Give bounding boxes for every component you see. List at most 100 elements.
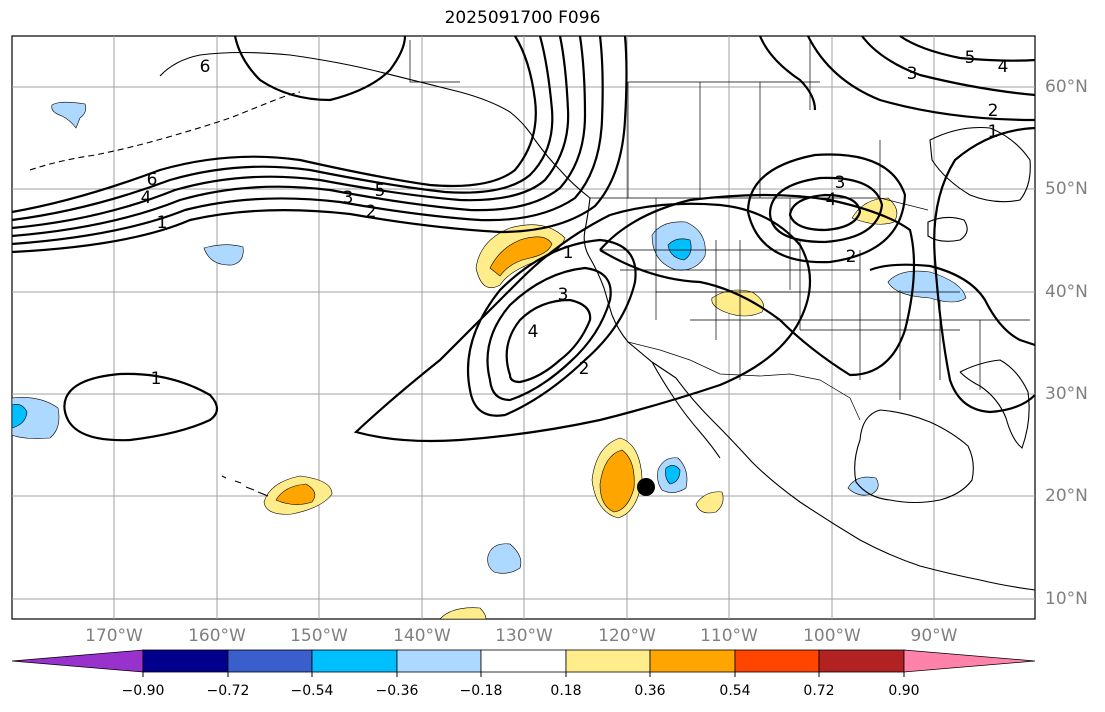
contour-label: 1 bbox=[157, 213, 168, 233]
aleutian-islands bbox=[29, 91, 301, 171]
colorbar-extend-high bbox=[903, 649, 1036, 673]
colorbar-tick-label: 0.18 bbox=[550, 683, 582, 699]
lon-label-110w: 110°W bbox=[700, 626, 758, 646]
contour-line bbox=[353, 202, 812, 443]
contour-line bbox=[11, 35, 554, 222]
contour-line bbox=[11, 35, 628, 254]
contour-label: 1 bbox=[563, 243, 574, 263]
contour-label: 4 bbox=[528, 322, 539, 342]
colorbar-swatch bbox=[565, 649, 651, 673]
colorbar-swatch bbox=[480, 649, 567, 673]
contour-label: 1 bbox=[151, 369, 162, 389]
contour-label: 6 bbox=[147, 170, 158, 190]
contour-label: 5 bbox=[965, 48, 976, 68]
colorbar-swatch bbox=[142, 649, 229, 673]
anomaly-positive-area bbox=[489, 236, 553, 277]
contour-line bbox=[466, 238, 637, 417]
contour-line bbox=[11, 35, 604, 246]
contour-label: 5 bbox=[375, 181, 386, 201]
lon-label-150w: 150°W bbox=[290, 626, 348, 646]
colorbar-swatch bbox=[311, 649, 398, 673]
lon-label-140w: 140°W bbox=[393, 626, 451, 646]
anomaly-negative-area bbox=[487, 543, 522, 574]
lon-label-130w: 130°W bbox=[495, 626, 553, 646]
alaska-canada-border bbox=[409, 40, 460, 83]
contour-line bbox=[63, 372, 219, 442]
lon-label-160w: 160°W bbox=[188, 626, 246, 646]
graticule bbox=[12, 36, 1035, 619]
contour-line bbox=[758, 35, 817, 111]
gulf-of-mexico-coast bbox=[854, 409, 974, 504]
colorbar-tick-label: −0.18 bbox=[459, 683, 503, 699]
anomaly-positive-area bbox=[711, 289, 764, 317]
colorbar-tick-label: 0.36 bbox=[634, 683, 666, 699]
alaska-coast bbox=[159, 51, 591, 199]
shaded-anomalies bbox=[11, 101, 967, 620]
lat-label-40n: 40°N bbox=[1045, 282, 1088, 302]
contour-line bbox=[933, 126, 1036, 414]
us-mexico-border bbox=[627, 341, 861, 421]
anomaly-positive-area bbox=[275, 483, 316, 505]
contour-line bbox=[746, 153, 907, 264]
political-borders bbox=[409, 40, 1030, 421]
contour-line bbox=[505, 298, 592, 384]
contour-line bbox=[11, 35, 537, 214]
colorbar-tick-label: 0.72 bbox=[803, 683, 835, 699]
contour-label: 2 bbox=[846, 247, 857, 267]
contour-label: 4 bbox=[998, 57, 1009, 77]
contour-label: 2 bbox=[366, 202, 377, 222]
contour-label: 3 bbox=[907, 64, 918, 84]
contour-line bbox=[869, 263, 1036, 347]
lon-label-90w: 90°W bbox=[910, 626, 958, 646]
contour-label: 3 bbox=[558, 285, 569, 305]
contour-label: 2 bbox=[988, 101, 999, 121]
anomaly-positive-area bbox=[695, 491, 724, 514]
lon-label-120w: 120°W bbox=[598, 626, 656, 646]
hawaii bbox=[221, 475, 269, 497]
contour-line bbox=[486, 266, 612, 402]
colorbar-swatch bbox=[818, 649, 905, 673]
colorbar-swatch bbox=[734, 649, 820, 673]
map-title: 2025091700 F096 bbox=[444, 8, 601, 28]
anomaly-negative-area bbox=[203, 244, 244, 266]
lat-label-20n: 20°N bbox=[1045, 486, 1088, 506]
baja-california bbox=[651, 361, 721, 459]
contour-lines bbox=[11, 35, 1036, 443]
canada-us-border bbox=[590, 197, 929, 211]
colorbar-tick-label: −0.72 bbox=[206, 683, 250, 699]
contour-label: 2 bbox=[579, 359, 590, 379]
contour-label: 3 bbox=[835, 173, 846, 193]
contour-label: 4 bbox=[826, 190, 837, 210]
lat-label-30n: 30°N bbox=[1045, 384, 1088, 404]
contour-line bbox=[233, 35, 407, 102]
lat-label-60n: 60°N bbox=[1045, 77, 1088, 97]
colorbar-ticks bbox=[142, 672, 905, 677]
lat-label-50n: 50°N bbox=[1045, 179, 1088, 199]
colorbar-tick-label: −0.90 bbox=[121, 683, 165, 699]
anomaly-positive-area bbox=[599, 449, 635, 513]
anomaly-negative-area bbox=[667, 238, 692, 261]
contour-label: 4 bbox=[141, 188, 152, 208]
colorbar-swatch bbox=[396, 649, 482, 673]
anomaly-negative-area bbox=[51, 101, 87, 129]
contour-line bbox=[599, 193, 916, 377]
contour-line bbox=[807, 35, 1036, 122]
colorbar-tick-label: −0.54 bbox=[290, 683, 334, 699]
colorbar-tick-label: 0.90 bbox=[888, 683, 920, 699]
mexico-pacific-coast bbox=[675, 377, 1036, 591]
coastlines bbox=[29, 51, 1036, 591]
colorbar-swatch bbox=[649, 649, 736, 673]
hudson-bay bbox=[929, 126, 1031, 203]
contour-label: 6 bbox=[200, 57, 211, 77]
colorbar-tick-label: −0.36 bbox=[375, 683, 419, 699]
colorbar-extend-low bbox=[11, 649, 144, 673]
contour-line bbox=[899, 35, 1036, 62]
colorbar-swatch bbox=[227, 649, 313, 673]
anomaly-negative-area bbox=[665, 465, 681, 485]
great-lakes bbox=[927, 216, 968, 242]
contour-line bbox=[768, 176, 884, 244]
contour-label: 1 bbox=[988, 122, 999, 142]
colorbar bbox=[11, 649, 1036, 677]
contour-line bbox=[861, 35, 1036, 97]
